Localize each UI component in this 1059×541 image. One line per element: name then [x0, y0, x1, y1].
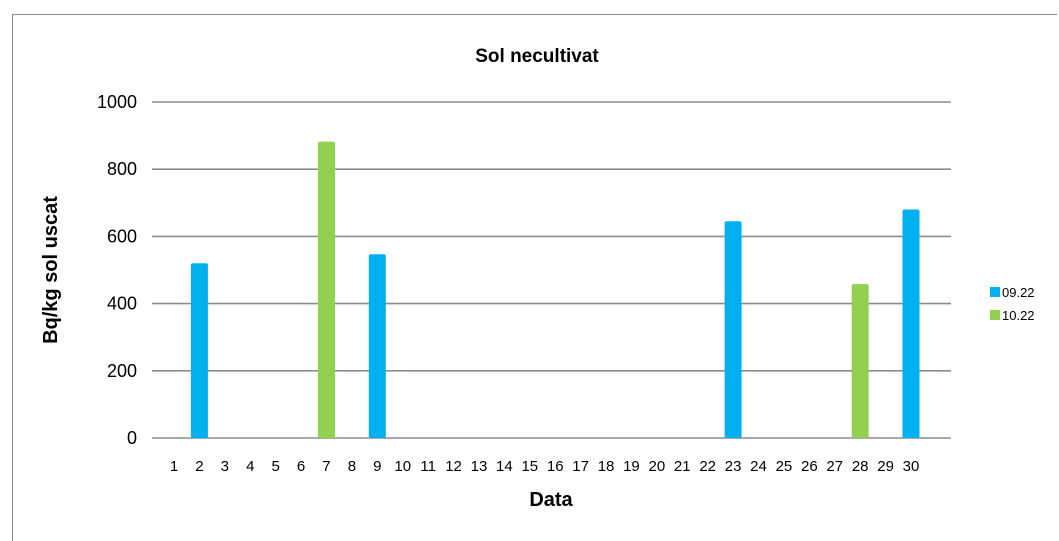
legend-swatch-09.22	[990, 287, 1000, 297]
chart-title: Sol necultivat	[475, 46, 599, 67]
x-tick-label: 5	[271, 458, 279, 475]
x-tick-label: 13	[471, 458, 488, 475]
x-tick-label: 11	[420, 458, 436, 475]
x-tick-label: 12	[445, 458, 462, 475]
x-tick-label: 9	[373, 458, 381, 475]
x-tick-label: 2	[195, 458, 203, 475]
y-axis-label: Bq/kg sol uscat	[40, 196, 62, 344]
x-tick-label: 18	[598, 458, 615, 475]
bar-10.22-28	[851, 284, 869, 438]
x-tick-label: 25	[776, 458, 793, 475]
x-tick-label: 26	[801, 458, 818, 475]
y-tick-label: 0	[127, 428, 137, 448]
x-tick-label: 27	[826, 458, 843, 475]
x-tick-label: 21	[674, 458, 691, 475]
x-tick-label: 4	[246, 458, 254, 475]
x-tick-label: 19	[623, 458, 640, 475]
y-tick-label: 400	[107, 294, 137, 314]
x-tick-label: 29	[877, 458, 894, 475]
x-tick-label: 17	[572, 458, 589, 475]
x-tick-label: 24	[750, 458, 767, 475]
bar-09.22-2	[190, 263, 208, 438]
y-tick-label: 600	[107, 226, 137, 246]
x-tick-label: 16	[547, 458, 564, 475]
legend-label: 09.22	[1002, 285, 1035, 300]
legend-swatch-10.22	[990, 310, 1000, 320]
x-tick-label: 10	[394, 458, 411, 475]
x-tick-label: 6	[297, 458, 305, 475]
x-tick-label: 8	[348, 458, 356, 475]
x-tick-label: 28	[852, 458, 869, 475]
x-tick-label: 20	[649, 458, 666, 475]
y-tick-labels: 0 200 400 600 800 1000	[97, 92, 137, 448]
x-tick-label: 7	[322, 458, 330, 475]
x-tick-label: 23	[725, 458, 742, 475]
x-axis-label: Data	[529, 489, 573, 511]
legend-label: 10.22	[1002, 308, 1035, 323]
gridlines	[152, 101, 951, 439]
chart-frame	[12, 14, 1057, 541]
x-tick-label: 15	[521, 458, 538, 475]
y-tick-label: 800	[107, 159, 137, 179]
x-tick-label: 3	[221, 458, 229, 475]
y-tick-label: 1000	[97, 92, 137, 112]
x-tick-labels: 1 2 3 4 5 6 7 8 9 10 11 12 13 14 15 16 17 18 19 20 21 22 23 24 2…	[170, 458, 920, 475]
x-tick-label: 1	[170, 458, 178, 475]
x-tick-label: 14	[496, 458, 513, 475]
bar-09.22-30	[902, 209, 920, 438]
bar-09.22-23	[724, 221, 742, 438]
bar-09.22-9	[368, 254, 386, 438]
x-tick-label: 30	[903, 458, 920, 475]
y-tick-label: 200	[107, 361, 137, 381]
bar-10.22-7	[317, 141, 335, 438]
bars	[190, 141, 920, 438]
legend: 09.22 10.22	[990, 285, 1035, 323]
x-tick-label: 22	[699, 458, 716, 475]
